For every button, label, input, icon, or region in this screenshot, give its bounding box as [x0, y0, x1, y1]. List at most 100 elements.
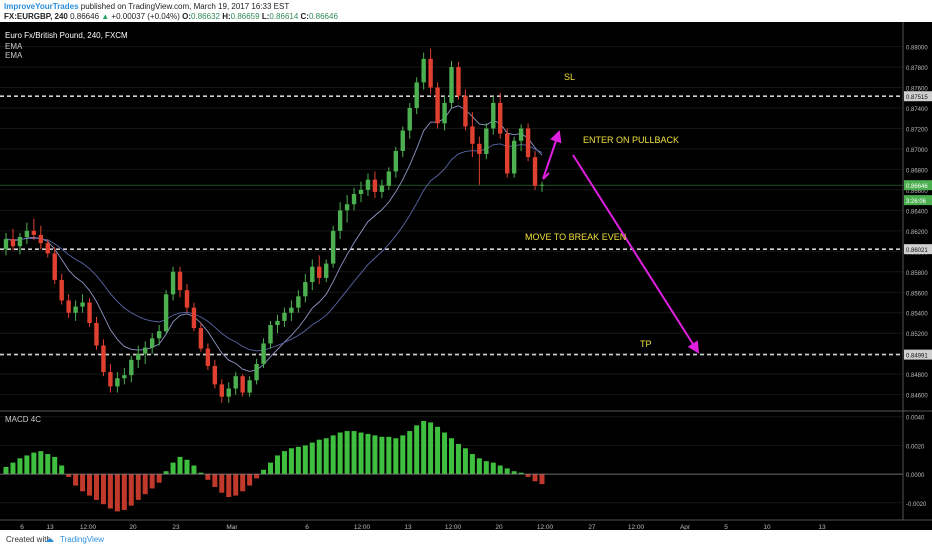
- candle-body: [463, 95, 468, 127]
- last-price: 0.86646: [70, 12, 100, 21]
- macd-bar: [323, 438, 329, 475]
- macd-bar: [24, 455, 30, 475]
- candle-body: [289, 307, 294, 313]
- candle-body: [184, 290, 190, 308]
- footer: Created with ☁ TradingView: [0, 530, 932, 550]
- macd-bar: [142, 474, 148, 495]
- macd-bar: [59, 465, 65, 475]
- candle-body: [38, 234, 44, 244]
- time-tick-label: 27: [588, 524, 596, 530]
- macd-bar: [31, 452, 37, 475]
- candle-body: [344, 204, 350, 211]
- candle-body: [122, 375, 127, 379]
- macd-bar: [3, 466, 9, 475]
- tradingview-brand-link[interactable]: TradingView: [60, 535, 105, 544]
- candle-body: [435, 87, 440, 124]
- open-label: O:: [182, 12, 192, 21]
- time-tick-label: 12:00: [628, 524, 645, 530]
- macd-bar: [414, 425, 420, 475]
- macd-bar: [128, 474, 134, 506]
- macd-bar: [100, 474, 106, 505]
- candle-body: [101, 345, 106, 373]
- created-with-text: Created with: [6, 535, 51, 544]
- candle-body: [379, 185, 385, 192]
- high-label: H:: [222, 12, 231, 21]
- price-label-text: 0.87515: [906, 95, 928, 101]
- candle-body: [449, 67, 454, 103]
- entry-pullback-arrow: [542, 130, 562, 180]
- time-tick-label: Apr: [680, 524, 691, 530]
- open-value: 0.86632: [191, 12, 220, 21]
- macd-bar: [449, 438, 455, 475]
- macd-bar: [295, 446, 301, 475]
- price-label-text: 0.86021: [906, 248, 928, 254]
- symbol-label: FX:EURGBP, 240: [4, 12, 68, 21]
- macd-bar: [407, 431, 413, 475]
- macd-bar: [191, 465, 197, 475]
- time-tick-label: 12:00: [354, 524, 371, 530]
- macd-bar: [240, 474, 246, 492]
- time-tick-label: 20: [495, 524, 503, 530]
- time-tick-label: Mar: [226, 524, 238, 530]
- candle-body: [163, 294, 169, 332]
- time-tick-label: 5: [724, 524, 728, 530]
- macd-bar: [455, 443, 461, 475]
- macd-bar: [532, 474, 538, 482]
- macd-bar: [226, 474, 232, 498]
- candle-body: [296, 296, 301, 308]
- macd-bar: [93, 474, 99, 500]
- candle-body: [87, 302, 92, 323]
- macd-bar: [184, 459, 190, 475]
- candle-body: [358, 189, 364, 194]
- macd-bar: [476, 458, 482, 475]
- macd-bar: [386, 436, 392, 475]
- macd-bar: [247, 474, 253, 486]
- ema-legend-1: EMA: [5, 42, 23, 51]
- close-label: C:: [300, 12, 309, 21]
- price-label-box: [904, 349, 932, 360]
- macd-bar: [421, 421, 427, 475]
- macd-bar: [365, 433, 371, 475]
- candle-body: [31, 230, 37, 235]
- publisher-link[interactable]: ImproveYourTrades: [4, 2, 79, 11]
- candle-body: [414, 82, 419, 108]
- candle-body: [17, 236, 23, 247]
- candle-body: [310, 266, 315, 283]
- time-tick-label: 12:00: [537, 524, 554, 530]
- macd-bar: [10, 462, 16, 475]
- candle-body: [428, 58, 433, 88]
- price-label-text: 3:26:06: [906, 199, 927, 205]
- candle-body: [456, 67, 461, 96]
- price-label-text: 0.84991: [906, 354, 928, 360]
- price-tick-label: 0.87000: [906, 148, 928, 154]
- close-value: 0.86646: [308, 12, 338, 21]
- chart-svg[interactable]: 0.88000 0.87800 0.87600 0.87400 0.87200 0.870…: [0, 22, 932, 531]
- time-tick-label: 13: [46, 524, 54, 530]
- macd-tick-label: 0.0040: [906, 416, 925, 422]
- candle-body: [198, 328, 204, 349]
- price-tick-label: 0.86800: [906, 168, 928, 174]
- macd-bar: [261, 469, 267, 475]
- candle-body: [226, 388, 231, 397]
- candle-body: [52, 253, 57, 280]
- macd-bar: [156, 474, 162, 483]
- price-tick-label: 0.87400: [906, 107, 928, 113]
- candle-body: [330, 230, 336, 264]
- chart-area[interactable]: 0.88000 0.87800 0.87600 0.87400 0.87200 0.870…: [0, 22, 932, 531]
- candle-body: [470, 126, 475, 144]
- sl-label: SL: [564, 72, 575, 82]
- price-label-text: 0.86646: [906, 184, 928, 190]
- macd-bar: [539, 474, 545, 485]
- candle-body: [372, 179, 378, 192]
- candle-body: [504, 133, 510, 174]
- macd-bar: [372, 435, 378, 475]
- price-tick-label: 0.85400: [906, 312, 928, 318]
- candle-body: [170, 271, 176, 295]
- price-label-box: [904, 195, 932, 206]
- candle-body: [205, 348, 211, 366]
- candle-body: [149, 338, 155, 348]
- macd-bar: [121, 474, 127, 510]
- macd-bar: [462, 448, 468, 475]
- macd-bar: [149, 474, 155, 489]
- macd-bar: [358, 432, 364, 475]
